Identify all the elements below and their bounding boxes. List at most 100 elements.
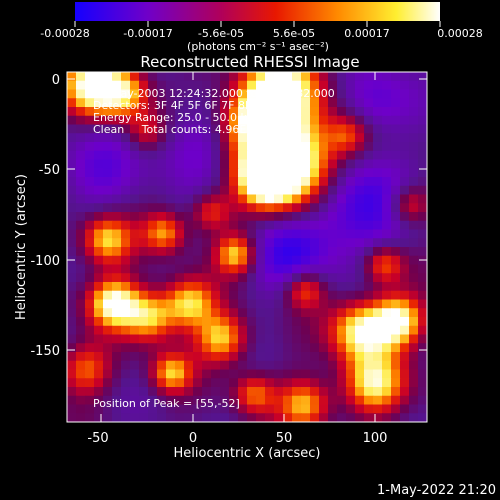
image-pixel <box>103 334 113 344</box>
image-pixel <box>283 413 293 422</box>
image-pixel <box>103 255 113 266</box>
image-pixel <box>337 255 347 266</box>
image-pixel <box>364 404 374 414</box>
image-pixel <box>76 369 86 379</box>
image-pixel <box>292 72 302 82</box>
image-pixel <box>364 89 374 99</box>
image-pixel <box>418 133 427 143</box>
image-pixel <box>175 264 185 274</box>
image-pixel <box>103 185 113 196</box>
image-pixel <box>256 238 266 248</box>
image-pixel <box>220 404 230 414</box>
image-pixel <box>373 229 383 239</box>
image-pixel <box>382 308 392 318</box>
image-pixel <box>283 334 293 344</box>
image-pixel <box>373 404 383 414</box>
image-pixel <box>400 124 410 134</box>
image-pixel <box>202 369 212 379</box>
image-pixel <box>337 282 347 292</box>
image-pixel <box>229 247 239 257</box>
image-pixel <box>418 220 427 231</box>
image-pixel <box>409 264 419 274</box>
image-pixel <box>220 334 230 344</box>
image-pixel <box>274 273 284 283</box>
image-pixel <box>184 360 194 371</box>
image-pixel <box>337 142 347 152</box>
image-pixel <box>301 378 311 388</box>
image-pixel <box>166 308 176 318</box>
image-pixel <box>283 124 293 134</box>
image-pixel <box>247 360 257 371</box>
y-tick-label: -50 <box>39 163 60 178</box>
image-pixel <box>382 317 392 327</box>
image-pixel <box>274 98 284 108</box>
image-pixel <box>382 238 392 248</box>
image-pixel <box>193 133 203 143</box>
image-pixel <box>229 360 239 371</box>
image-pixel <box>166 395 176 406</box>
image-pixel <box>265 203 275 213</box>
image-pixel <box>157 212 167 222</box>
image-pixel <box>139 238 149 248</box>
image-pixel <box>292 229 302 239</box>
image-pixel <box>391 247 401 257</box>
image-pixel <box>220 72 230 82</box>
image-pixel <box>382 212 392 222</box>
image-pixel <box>355 404 365 414</box>
colorbar-tick-label: 0.00028 <box>437 27 483 40</box>
image-pixel <box>184 142 194 152</box>
image-pixel <box>382 89 392 99</box>
image-pixel <box>112 404 122 414</box>
image-pixel <box>301 203 311 213</box>
image-pixel <box>112 107 122 117</box>
image-pixel <box>166 80 176 91</box>
image-pixel <box>418 80 427 91</box>
image-pixel <box>130 98 140 108</box>
image-pixel <box>94 220 104 231</box>
image-pixel <box>238 378 248 388</box>
image-pixel <box>94 290 104 301</box>
image-pixel <box>256 229 266 239</box>
image-pixel <box>418 317 427 327</box>
image-pixel <box>301 352 311 362</box>
image-pixel <box>328 247 338 257</box>
image-pixel <box>121 325 131 336</box>
image-pixel <box>292 360 302 371</box>
image-pixel <box>229 369 239 379</box>
image-pixel <box>103 168 113 178</box>
image-pixel <box>256 334 266 344</box>
image-pixel <box>211 325 221 336</box>
info-time-range: 26-May-2003 12:24:32.000 to 12:30:32.000 <box>93 87 335 100</box>
image-pixel <box>355 159 365 169</box>
image-pixel <box>319 115 329 126</box>
image-pixel <box>220 282 230 292</box>
image-pixel <box>94 203 104 213</box>
image-pixel <box>391 264 401 274</box>
image-pixel <box>319 282 329 292</box>
image-pixel <box>76 107 86 117</box>
image-pixel <box>355 168 365 178</box>
solar-image-raster <box>67 72 427 422</box>
image-pixel <box>193 264 203 274</box>
image-pixel <box>220 343 230 353</box>
image-pixel <box>346 220 356 231</box>
image-pixel <box>319 352 329 362</box>
image-pixel <box>292 220 302 231</box>
image-pixel <box>202 185 212 196</box>
image-pixel <box>94 150 104 161</box>
image-pixel <box>400 325 410 336</box>
image-pixel <box>310 317 320 327</box>
image-pixel <box>103 273 113 283</box>
image-pixel <box>184 107 194 117</box>
image-pixel <box>274 343 284 353</box>
image-pixel <box>175 159 185 169</box>
image-pixel <box>166 150 176 161</box>
image-pixel <box>310 282 320 292</box>
image-pixel <box>112 124 122 134</box>
image-pixel <box>85 264 95 274</box>
image-pixel <box>139 72 149 82</box>
image-pixel <box>229 264 239 274</box>
image-pixel <box>418 378 427 388</box>
image-pixel <box>265 212 275 222</box>
image-pixel <box>292 343 302 353</box>
